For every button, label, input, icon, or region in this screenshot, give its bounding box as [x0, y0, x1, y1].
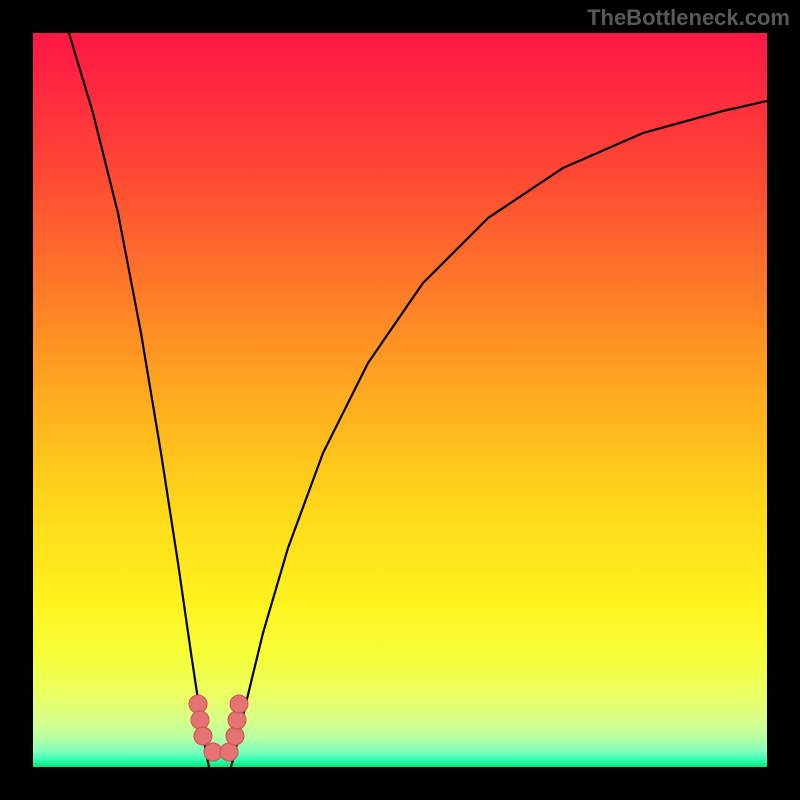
plot-area [33, 33, 767, 767]
data-marker [228, 711, 246, 729]
chart-container: TheBottleneck.com [0, 0, 800, 800]
gradient-background [33, 33, 767, 767]
watermark-text: TheBottleneck.com [587, 5, 790, 31]
data-marker [220, 743, 238, 761]
data-marker [194, 727, 212, 745]
data-marker [204, 743, 222, 761]
data-marker [226, 727, 244, 745]
plot-svg [33, 33, 767, 767]
data-marker [191, 711, 209, 729]
data-marker [230, 695, 248, 713]
data-marker [189, 695, 207, 713]
